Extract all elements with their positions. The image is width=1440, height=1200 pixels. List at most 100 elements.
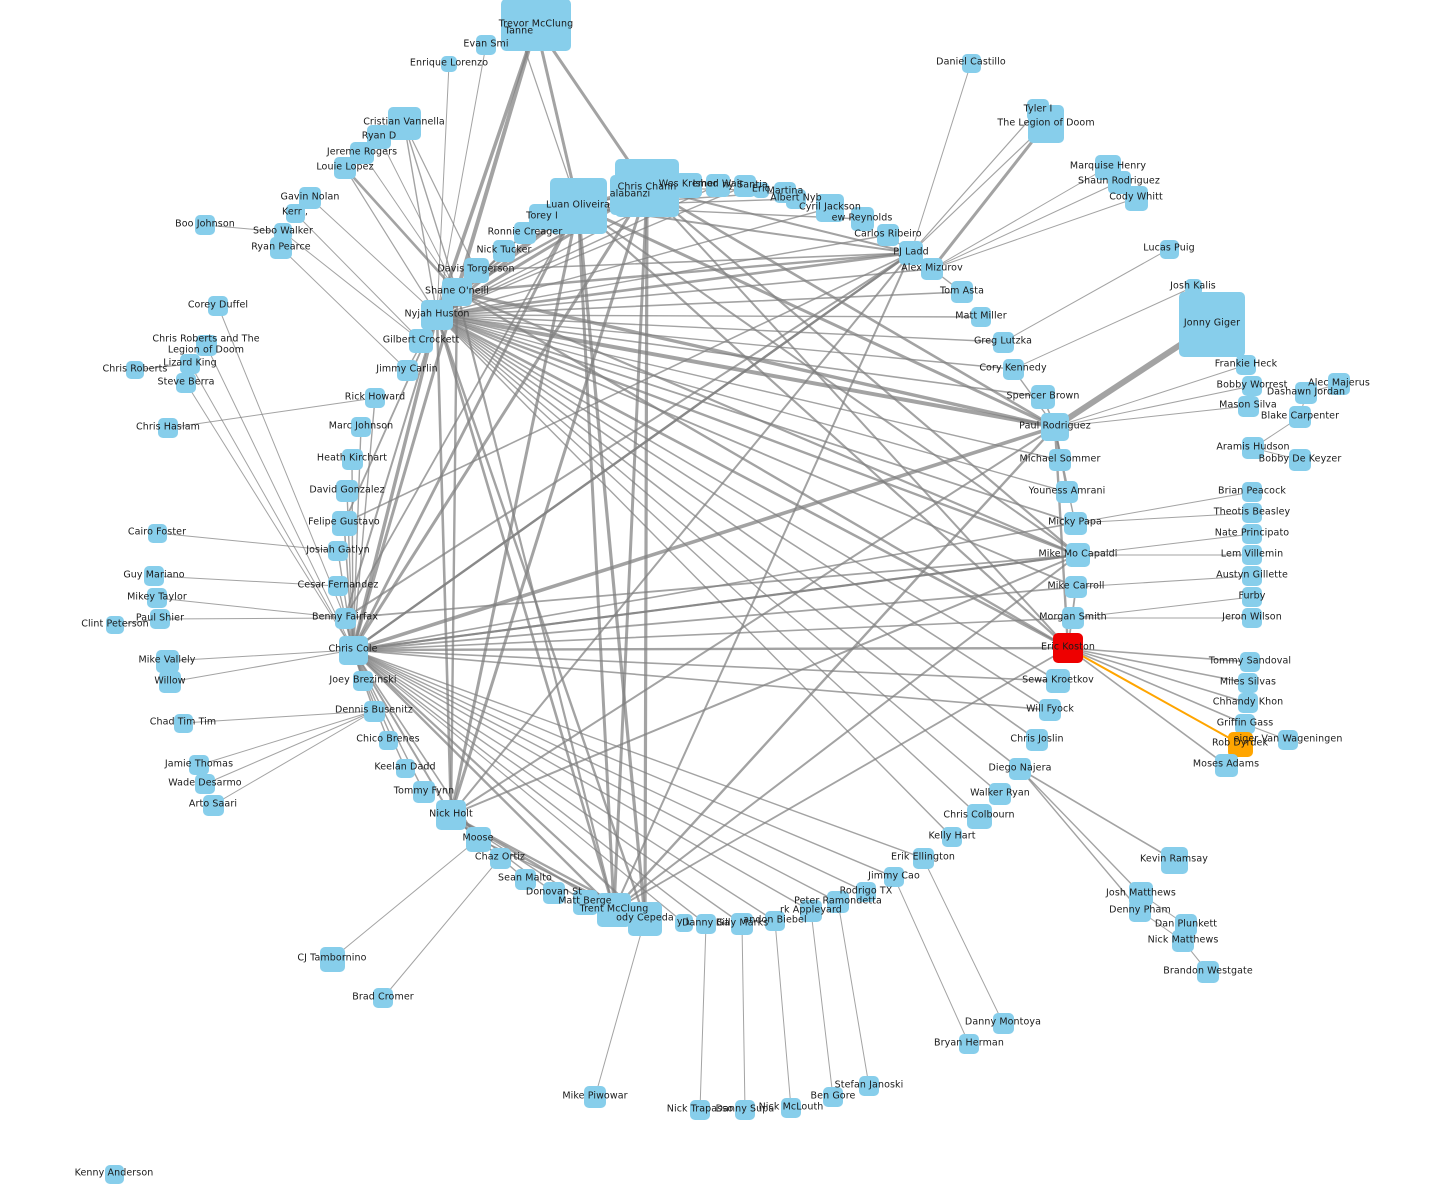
graph-node-will-fyock[interactable] bbox=[1039, 699, 1061, 721]
graph-node-nick-matthews[interactable] bbox=[1172, 930, 1194, 952]
graph-node-tommy-sandoval[interactable] bbox=[1240, 652, 1260, 672]
graph-node-mark-appleyard[interactable] bbox=[800, 900, 822, 922]
graph-node-joey-brezinski[interactable] bbox=[353, 671, 373, 691]
graph-node-wes-kremer[interactable] bbox=[674, 172, 702, 198]
graph-node-ryan-pearce[interactable] bbox=[270, 237, 292, 259]
graph-node-walker-ryan[interactable] bbox=[989, 783, 1011, 805]
graph-node-daniel-castillo[interactable] bbox=[961, 53, 981, 73]
graph-node-cory-kennedy[interactable] bbox=[1002, 358, 1024, 380]
graph-node-dashawn-jordan[interactable] bbox=[1295, 382, 1317, 404]
graph-node-louie-lopez[interactable] bbox=[334, 157, 356, 179]
graph-node-theotis-beasley[interactable] bbox=[1242, 503, 1262, 523]
graph-node-nick-mclouth[interactable] bbox=[781, 1098, 801, 1118]
graph-node-arto-saari[interactable] bbox=[202, 794, 224, 816]
graph-node-chhandy-khon[interactable] bbox=[1238, 693, 1258, 713]
graph-node-mason-silva[interactable] bbox=[1237, 395, 1259, 417]
graph-node-josiah-gatlyn[interactable] bbox=[328, 541, 348, 561]
graph-node-brandon-westgate[interactable] bbox=[1197, 961, 1219, 983]
graph-node-jamie-thomas[interactable] bbox=[189, 755, 209, 775]
graph-node-ronnie-creager[interactable] bbox=[514, 222, 536, 244]
graph-node-cody-whitt[interactable] bbox=[1124, 185, 1148, 211]
graph-node-wade-desarmo[interactable] bbox=[195, 774, 215, 794]
graph-node-kenny-anderson[interactable] bbox=[104, 1164, 124, 1184]
graph-node-boo-johnson[interactable] bbox=[195, 215, 215, 235]
graph-node-denny-pham[interactable] bbox=[1129, 900, 1151, 922]
graph-node-frankie-heck[interactable] bbox=[1236, 355, 1256, 375]
graph-node-mike-carroll[interactable] bbox=[1065, 576, 1087, 598]
graph-node-luan-oliveira[interactable] bbox=[549, 178, 607, 234]
graph-node-mike-piwowar[interactable] bbox=[584, 1086, 606, 1108]
graph-node-chris-colbourn[interactable] bbox=[966, 803, 992, 829]
graph-node-cairo-foster[interactable] bbox=[147, 523, 167, 543]
graph-node-chico-brenes[interactable] bbox=[378, 730, 398, 750]
graph-node-heath-kirchart[interactable] bbox=[341, 448, 363, 470]
graph-node-sewa-kroetkov[interactable] bbox=[1046, 669, 1070, 693]
graph-node-david-gonzalez[interactable] bbox=[336, 480, 358, 502]
graph-node-jimmy-cao[interactable] bbox=[884, 867, 904, 887]
graph-node-sean-malto[interactable] bbox=[514, 868, 536, 890]
graph-node-corey-duffel[interactable] bbox=[208, 296, 228, 316]
graph-node-moose[interactable] bbox=[465, 826, 491, 852]
graph-node-stefan-janoski[interactable] bbox=[859, 1076, 879, 1096]
graph-node-dennis-busenitz[interactable] bbox=[363, 700, 385, 722]
graph-node-keelan-dadd[interactable] bbox=[395, 758, 415, 778]
graph-node-miles-silvas[interactable] bbox=[1238, 673, 1258, 693]
graph-node-paul-shier[interactable] bbox=[150, 609, 170, 629]
graph-node-willow[interactable] bbox=[159, 671, 181, 693]
graph-node-alex-mizurov[interactable] bbox=[921, 258, 943, 280]
graph-node-chris-cole[interactable] bbox=[338, 635, 368, 665]
graph-node-cristian-vannella[interactable] bbox=[387, 106, 421, 140]
graph-node-peter-ramondetta[interactable] bbox=[827, 891, 849, 913]
graph-node-chad-tim-tim[interactable] bbox=[173, 713, 193, 733]
graph-node-bobby-worrest[interactable] bbox=[1242, 376, 1262, 396]
graph-node-evan-smith[interactable] bbox=[476, 35, 496, 55]
graph-node-cj-tambornino[interactable] bbox=[319, 946, 345, 972]
graph-node-clint-peterson[interactable] bbox=[106, 616, 124, 634]
graph-node-gavin-nolan[interactable] bbox=[299, 187, 321, 209]
graph-node-brad-cromer[interactable] bbox=[373, 988, 393, 1008]
graph-node-moses-adams[interactable] bbox=[1214, 753, 1238, 777]
graph-node-rob-dyrdek[interactable] bbox=[1227, 731, 1253, 757]
graph-node-nick-tucker[interactable] bbox=[493, 240, 515, 262]
graph-node-mike-vallely[interactable] bbox=[155, 649, 179, 673]
graph-node-jimmy-carlin[interactable] bbox=[396, 359, 418, 381]
graph-node-chris-joslin[interactable] bbox=[1026, 729, 1048, 751]
graph-node-benny-fairfax[interactable] bbox=[334, 607, 356, 629]
graph-node-brian-peacock[interactable] bbox=[1242, 482, 1262, 502]
graph-node-michael-sommer[interactable] bbox=[1049, 449, 1071, 471]
graph-node-ny-landry[interactable] bbox=[675, 914, 693, 932]
graph-node-matt-miller[interactable] bbox=[971, 307, 991, 327]
graph-node-micky-papa[interactable] bbox=[1063, 511, 1087, 535]
graph-node-marc-johnson[interactable] bbox=[351, 417, 371, 437]
graph-node-pj-ladd[interactable] bbox=[899, 241, 923, 265]
graph-node-jeron-wilson[interactable] bbox=[1242, 608, 1262, 628]
graph-node-andrew-reynolds[interactable] bbox=[850, 207, 874, 231]
graph-node-kelly-hart[interactable] bbox=[942, 827, 962, 847]
graph-node-josh-kalis[interactable] bbox=[1184, 278, 1202, 296]
graph-node-kerr[interactable] bbox=[285, 203, 305, 223]
graph-node-nate-principato[interactable] bbox=[1242, 524, 1262, 544]
graph-node-paul-rodriguez[interactable] bbox=[1041, 413, 1069, 441]
graph-node-aramis-hudson[interactable] bbox=[1242, 437, 1264, 459]
graph-node-billy-marks[interactable] bbox=[731, 913, 753, 935]
graph-node-albert-nyberg[interactable] bbox=[786, 189, 806, 209]
graph-node-tommy-fynn[interactable] bbox=[413, 781, 435, 803]
graph-node-sebo-walker[interactable] bbox=[274, 223, 292, 241]
graph-node-cyril-jackson[interactable] bbox=[816, 194, 844, 222]
graph-node-greg-lutzka[interactable] bbox=[992, 331, 1014, 353]
graph-node-ishod-wair[interactable] bbox=[706, 173, 730, 197]
graph-node-chris-roberts-legion[interactable] bbox=[195, 334, 217, 356]
graph-node-lucas-puig[interactable] bbox=[1159, 239, 1179, 259]
graph-node-geiger-van-wageningen[interactable] bbox=[1278, 730, 1298, 750]
graph-node-guy-mariano[interactable] bbox=[144, 566, 164, 586]
graph-node-diego-najera[interactable] bbox=[1009, 758, 1031, 780]
graph-node-mike-mo-capaldi[interactable] bbox=[1066, 543, 1090, 567]
graph-node-lem-villemin[interactable] bbox=[1242, 545, 1262, 565]
graph-node-austyn-gillette[interactable] bbox=[1242, 566, 1262, 586]
graph-node-carlos-ribeiro[interactable] bbox=[877, 224, 899, 246]
graph-node-chaz-ortiz[interactable] bbox=[489, 847, 511, 869]
graph-node-danny-montoya[interactable] bbox=[992, 1012, 1014, 1034]
graph-node-rodrigo-tx[interactable] bbox=[856, 882, 876, 902]
graph-node-chris-haslam[interactable] bbox=[158, 418, 178, 438]
